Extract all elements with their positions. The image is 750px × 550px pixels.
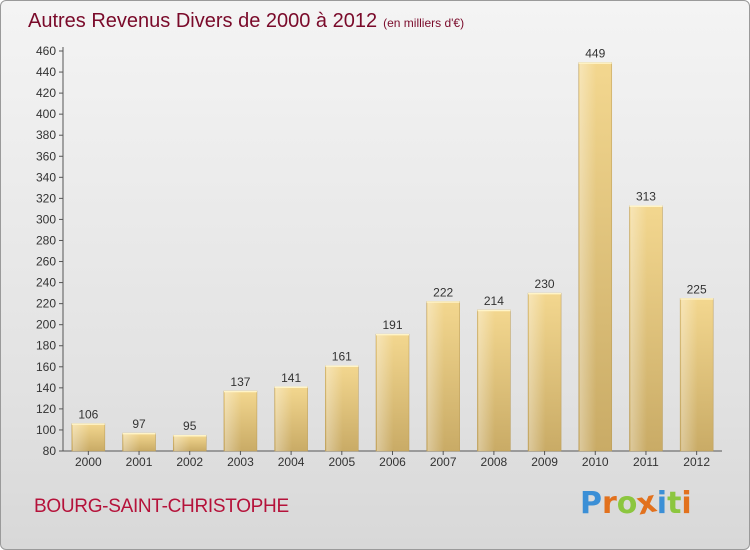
bar-highlight	[275, 387, 293, 451]
x-tick-label: 2002	[176, 455, 203, 469]
x-tick-label: 2007	[430, 455, 457, 469]
x-tick-label: 2008	[481, 455, 508, 469]
bar-highlight	[326, 366, 343, 451]
y-tick-label: 280	[36, 233, 56, 247]
y-tick-label: 300	[36, 212, 56, 226]
y-tick-label: 160	[36, 360, 56, 374]
data-label: 137	[230, 375, 250, 389]
bar-highlight	[478, 310, 495, 451]
x-tick-label: 2011	[633, 455, 659, 469]
x-tick-label: 2012	[683, 455, 710, 469]
y-tick-label: 100	[36, 423, 56, 437]
x-tick-label: 2009	[531, 455, 558, 469]
data-label: 230	[535, 277, 555, 291]
logo-letter: o	[616, 486, 638, 521]
y-tick-label: 120	[36, 402, 56, 416]
x-tick-label: 2004	[278, 455, 305, 469]
x-tick-label: 2006	[379, 455, 406, 469]
x-tick-label: 2005	[328, 455, 355, 469]
y-tick-label: 140	[36, 381, 56, 395]
bar-highlight	[174, 436, 191, 451]
y-tick-label: 200	[36, 318, 56, 332]
bar-highlight	[630, 206, 647, 451]
y-tick-label: 340	[36, 170, 56, 184]
logo-letter: P	[580, 486, 602, 521]
x-tick-label: 2010	[582, 455, 609, 469]
chart-subtitle: (en milliers d'€)	[383, 16, 465, 30]
bar-highlight	[579, 63, 597, 451]
y-tick-label: 400	[36, 107, 56, 121]
data-label: 214	[484, 294, 504, 308]
y-tick-label: 220	[36, 297, 56, 311]
data-label: 106	[78, 408, 98, 422]
y-tick-label: 380	[36, 128, 56, 142]
location-name: BOURG-SAINT-CHRISTOPHE	[34, 496, 289, 517]
bar-highlight	[72, 424, 90, 451]
y-tick-label: 440	[36, 65, 56, 79]
y-tick-label: 260	[36, 255, 56, 269]
data-label: 161	[332, 350, 352, 364]
y-tick-label: 460	[36, 44, 56, 58]
logo-letter: t	[667, 486, 682, 521]
chart-title-text: Autres Revenus Divers de 2000 à 2012	[28, 10, 378, 32]
chart-title: Autres Revenus Divers de 2000 à 2012 (en …	[28, 10, 464, 33]
bar-highlight	[681, 299, 698, 451]
data-label: 191	[382, 318, 402, 332]
data-label: 225	[687, 282, 707, 296]
data-label: 97	[132, 417, 146, 431]
y-tick-label: 80	[43, 444, 57, 458]
bar-highlight	[529, 294, 546, 451]
bar-highlight	[123, 434, 141, 451]
x-tick-label: 2000	[75, 455, 102, 469]
data-label: 222	[433, 286, 453, 300]
y-tick-label: 240	[36, 276, 56, 290]
y-tick-label: 420	[36, 86, 56, 100]
y-tick-label: 180	[36, 339, 56, 353]
data-label: 141	[281, 371, 301, 385]
bar-highlight	[427, 302, 445, 451]
x-tick-label: 2001	[126, 455, 153, 469]
logo-letter: r	[602, 486, 617, 521]
bar-highlight	[377, 335, 394, 451]
bar-highlight	[224, 392, 242, 451]
y-tick-label: 320	[36, 191, 56, 205]
x-tick-label: 2003	[227, 455, 254, 469]
data-label: 95	[183, 419, 197, 433]
data-label: 449	[585, 47, 605, 61]
proxiti-logo: Proxiti	[580, 484, 692, 522]
logo-letter: i	[656, 486, 668, 521]
data-label: 313	[636, 190, 656, 204]
logo-letter: i	[681, 486, 692, 521]
y-tick-label: 360	[36, 149, 56, 163]
